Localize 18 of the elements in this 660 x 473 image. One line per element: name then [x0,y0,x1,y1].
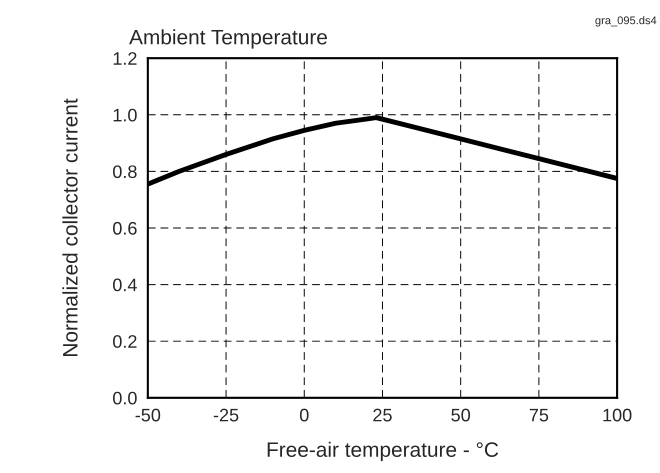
y-tick-label: 0.8 [113,165,137,178]
x-tick-label: 25 [373,408,392,422]
y-tick-label: 0.2 [113,335,137,348]
x-tick-label: 50 [451,408,470,422]
y-axis-title: Normalized collector current [62,98,78,356]
y-tick-label: 0.4 [113,278,137,292]
chart-title: Ambient Temperature [129,29,327,49]
x-tick-label: 100 [603,408,632,422]
x-axis-title: Free-air temperature - °C [268,442,498,462]
x-tick-label: -50 [136,408,160,422]
y-tick-label: 0.0 [113,392,137,405]
y-tick-label: 1.2 [114,52,137,65]
text: gra_095.ds4 [595,16,656,26]
x-tick-label: 75 [530,408,548,422]
y-tick-label: 0.6 [113,222,137,235]
y-tick-label: 1.0 [114,108,137,122]
x-tick-label: 0 [300,408,309,422]
x-tick-label: -25 [214,408,238,422]
